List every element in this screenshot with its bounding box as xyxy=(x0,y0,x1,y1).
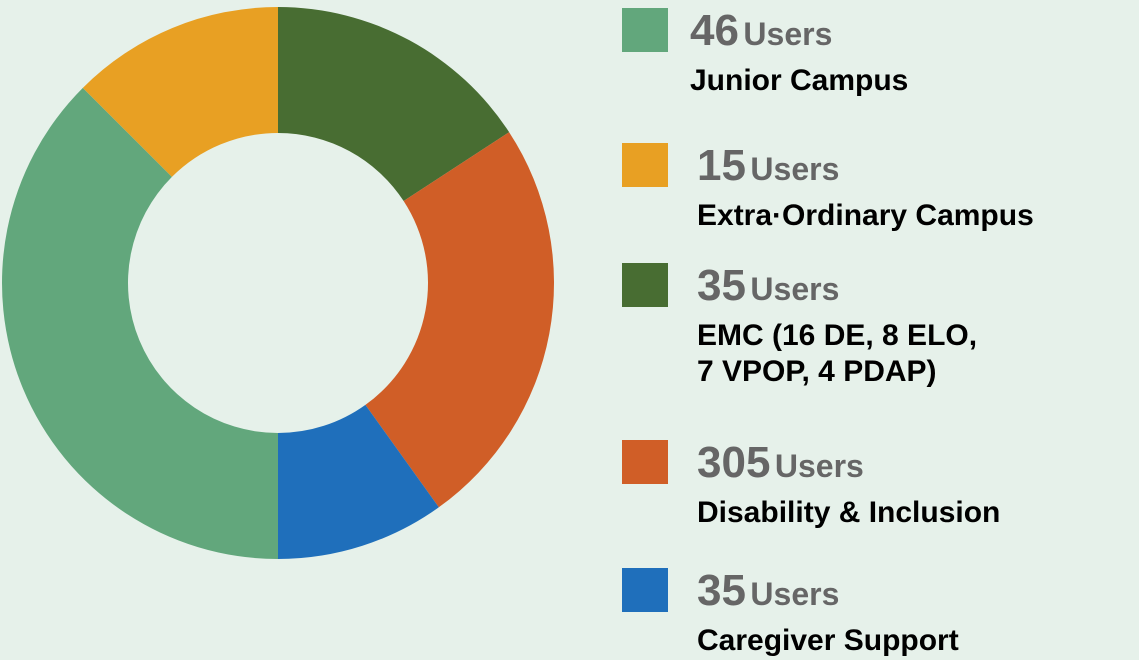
legend-label: Caregiver Support xyxy=(697,624,959,657)
donut-slice xyxy=(82,7,278,177)
unit: Users xyxy=(775,448,864,484)
legend-count: 35 Users xyxy=(697,261,839,310)
count: 46 xyxy=(690,6,739,55)
unit: Users xyxy=(750,271,839,307)
legend-count: 305 Users xyxy=(697,438,864,487)
donut-slice xyxy=(1,87,278,559)
unit: Users xyxy=(743,16,832,52)
legend-label: 7 VPOP, 4 PDAP) xyxy=(697,355,937,388)
legend-swatch xyxy=(622,263,668,307)
legend-count: 46 Users xyxy=(690,6,832,55)
count: 305 xyxy=(697,438,770,487)
donut-slice xyxy=(278,7,510,202)
legend-count: 35 Users xyxy=(697,566,839,615)
donut-slice xyxy=(365,132,555,508)
legend-label: Extra·Ordinary Campus xyxy=(697,199,1034,232)
legend-swatch xyxy=(622,568,668,612)
count: 15 xyxy=(697,141,746,190)
unit: Users xyxy=(750,151,839,187)
unit: Users xyxy=(750,576,839,612)
legend-swatch xyxy=(622,8,668,52)
count: 35 xyxy=(697,261,746,310)
legend-count: 15 Users xyxy=(697,141,839,190)
count: 35 xyxy=(697,566,746,615)
legend-swatch xyxy=(622,143,668,187)
donut-slice xyxy=(278,404,439,559)
legend-label: Disability & Inclusion xyxy=(697,496,1000,529)
legend-label: EMC (16 DE, 8 ELO, xyxy=(697,319,977,352)
legend-label: Junior Campus xyxy=(690,64,908,97)
legend-swatch xyxy=(622,440,668,484)
